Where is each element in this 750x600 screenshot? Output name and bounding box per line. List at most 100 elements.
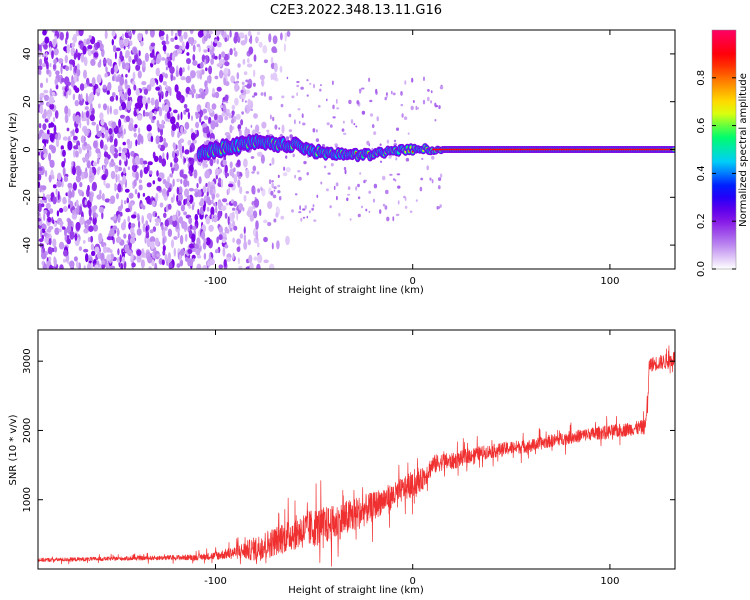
spectrogram-noise-cell [117, 173, 120, 182]
spectrogram-noise-cell [226, 228, 230, 234]
spectrogram-noise-cell [245, 108, 247, 113]
spectrogram-noise-cell [419, 186, 423, 192]
spectrogram-noise-cell [83, 228, 89, 234]
spectrogram-noise-cell [69, 230, 75, 240]
spectrogram-noise-cell [72, 93, 76, 101]
spectrogram-noise-cell [288, 129, 293, 133]
spectrogram-noise-cell [330, 163, 334, 167]
spectrogram-noise-cell [177, 230, 180, 239]
spectrogram-noise-cell [87, 237, 91, 242]
spectrogram-noise-cell [53, 47, 59, 56]
spectrogram-noise-cell [111, 38, 115, 46]
spectrogram-noise-cell [189, 243, 194, 249]
spectrogram-noise-cell [249, 262, 254, 269]
spectrogram-noise-cell [99, 59, 102, 65]
spectrogram-noise-cell [195, 93, 198, 100]
spectrogram-noise-cell [177, 200, 182, 206]
spectrogram-noise-cell [65, 86, 68, 93]
spectrogram-noise-cell [240, 40, 247, 46]
spectrogram-noise-cell [162, 44, 167, 52]
spectrogram-noise-cell [420, 177, 424, 181]
spectrogram-noise-cell [42, 123, 47, 131]
spectrogram-noise-cell [323, 165, 327, 169]
spectrogram-noise-cell [119, 114, 126, 119]
spectrogram-noise-cell [117, 214, 121, 223]
spectrogram-noise-cell [160, 172, 165, 180]
spectrogram-noise-cell [257, 242, 260, 248]
spectrogram-noise-cell [152, 115, 157, 120]
spectrogram-noise-cell [211, 103, 217, 110]
spectrogram-noise-cell [237, 35, 241, 43]
spectrogram-noise-cell [109, 228, 114, 239]
spectrogram-noise-cell [216, 248, 219, 254]
snr-ytick-label: 2000 [22, 418, 33, 443]
spectrogram-noise-cell [247, 30, 252, 37]
spectrogram-noise-cell [329, 124, 333, 128]
spectrogram-noise-cell [69, 260, 75, 269]
spectrogram-noise-cell [270, 73, 274, 81]
spectrogram-noise-cell [42, 247, 46, 253]
spectrogram-noise-cell [62, 167, 66, 176]
spectrogram-noise-cell [201, 69, 205, 75]
spectrogram-noise-cell [84, 82, 87, 89]
spectrogram-noise-cell [45, 52, 48, 58]
spectrogram-noise-cell [67, 140, 73, 151]
spectrogram-noise-cell [92, 205, 96, 213]
spectrogram-noise-cell [187, 139, 192, 146]
spectrogram-noise-cell [78, 93, 81, 101]
spectrogram-noise-cell [229, 227, 233, 232]
spectrogram-noise-cell [51, 50, 54, 60]
spectrogram-noise-cell [102, 59, 107, 64]
spectrogram-noise-cell [206, 196, 211, 205]
spectrogram-noise-cell [260, 154, 265, 164]
spectrogram-noise-cell [179, 169, 184, 178]
spectrogram-noise-cell [108, 120, 112, 126]
spectrogram-noise-cell [52, 64, 56, 70]
spectrogram-noise-cell [176, 178, 180, 183]
spectrogram-noise-cell [439, 204, 442, 208]
spectrogram-noise-cell [53, 58, 58, 65]
spectrogram-noise-cell [263, 259, 269, 264]
spectrogram-noise-cell [298, 176, 302, 181]
spectrogram-noise-cell [203, 203, 206, 212]
spectrogram-noise-cell [43, 262, 46, 269]
spectrogram-noise-cell [39, 92, 45, 98]
spectrogram-noise-cell [183, 178, 188, 188]
spectrogram-noise-cell [232, 207, 236, 211]
spectrogram-noise-cell [263, 236, 268, 243]
spectrogram-noise-cell [154, 237, 160, 247]
spectrogram-noise-cell [52, 184, 57, 189]
spectrogram-noise-cell [225, 202, 229, 206]
spectrogram-noise-cell [137, 70, 142, 79]
spectrogram-noise-cell [49, 46, 52, 56]
spectrogram-noise-cell [46, 210, 51, 216]
spectrogram-noise-cell [256, 37, 259, 43]
spectrogram-noise-cell [177, 132, 180, 139]
spectrogram-noise-cell [379, 143, 382, 146]
spectrogram-noise-cell [51, 145, 56, 154]
spectrogram-noise-cell [204, 170, 210, 179]
spectrogram-noise-cell [209, 158, 214, 167]
snr-ylabel: SNR (10 * v/v) [8, 414, 19, 485]
spectrogram-noise-cell [82, 45, 87, 55]
spectrogram-noise-cell [261, 121, 267, 129]
spectrogram-noise-cell [142, 192, 146, 197]
spectrogram-noise-cell [191, 226, 197, 231]
spectrogram-noise-cell [368, 77, 371, 83]
spectrogram-noise-cell [141, 215, 144, 224]
spectrogram-noise-cell [49, 103, 55, 110]
spectrogram-noise-cell [146, 182, 152, 188]
spectrogram-noise-cell [41, 132, 47, 142]
spectrogram-noise-cell [156, 170, 159, 177]
spectrogram-noise-cell [64, 105, 69, 115]
spectrogram-noise-cell [206, 206, 210, 212]
spectrogram-noise-cell [232, 237, 235, 243]
spectrogram-noise-cell [285, 136, 290, 141]
spectrogram-noise-cell [170, 239, 175, 249]
spectrogram-noise-cell [373, 183, 378, 189]
spectrogram-noise-cell [93, 88, 96, 96]
spectrogram-noise-cell [102, 103, 108, 111]
spectrogram-noise-cell [196, 263, 202, 269]
spectrogram-noise-cell [400, 91, 403, 96]
spectrogram-noise-cell [233, 167, 236, 172]
